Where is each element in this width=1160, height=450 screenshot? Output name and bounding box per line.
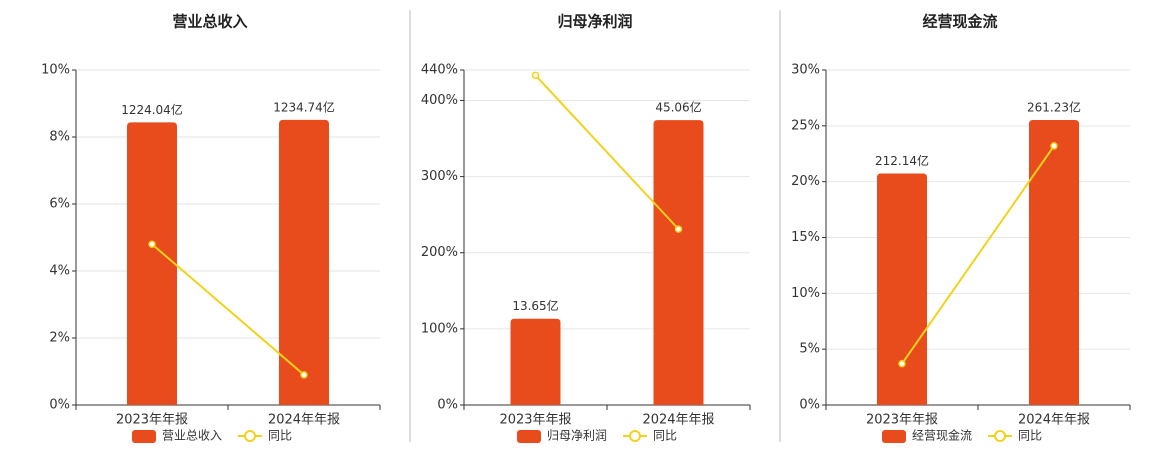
y-tick-label: 400%	[421, 93, 458, 108]
y-tick-label: 300%	[421, 169, 458, 184]
line-point	[531, 71, 540, 80]
chart-title: 归母净利润	[557, 13, 632, 31]
value-label: 13.65亿	[512, 298, 558, 313]
value-label: 212.14亿	[875, 153, 929, 168]
x-tick-label: 2024年年报	[1018, 413, 1090, 428]
value-label: 1234.74亿	[273, 99, 335, 114]
legend-swatch	[517, 430, 541, 443]
y-tick-label: 5%	[799, 342, 820, 357]
y-tick-label: 25%	[791, 118, 820, 133]
legend-label: 同比	[653, 429, 677, 443]
legend-label: 营业总收入	[162, 429, 222, 443]
y-tick-label: 0%	[799, 398, 820, 413]
line-point	[300, 371, 308, 379]
y-tick-label: 8%	[49, 130, 70, 145]
x-tick-label: 2023年年报	[499, 413, 571, 428]
line-point	[148, 240, 156, 248]
bar	[279, 119, 329, 406]
y-tick-label: 10%	[791, 286, 820, 301]
y-tick-label: 440%	[421, 63, 458, 78]
legend-swatch	[994, 430, 1007, 442]
y-tick-label: 30%	[791, 63, 820, 78]
chart-title: 营业总收入	[172, 13, 247, 31]
line-point	[674, 225, 683, 233]
y-tick-label: 0%	[437, 398, 458, 413]
legend-swatch	[244, 430, 257, 442]
bar	[1029, 119, 1079, 406]
value-label: 261.23亿	[1027, 99, 1081, 114]
legend-swatch	[132, 430, 156, 443]
line-point	[1050, 142, 1058, 150]
y-tick-label: 6%	[49, 197, 70, 212]
y-tick-label: 100%	[421, 321, 458, 336]
x-tick-label: 2023年年报	[866, 413, 938, 428]
y-tick-label: 2%	[49, 331, 70, 346]
y-tick-label: 20%	[791, 174, 820, 189]
line	[901, 145, 1055, 365]
line	[534, 74, 680, 230]
legend-swatch	[629, 430, 642, 442]
y-tick-label: 10%	[41, 63, 70, 78]
chart-title: 经营现金流	[922, 13, 997, 31]
bar	[510, 318, 561, 405]
bar	[653, 120, 704, 405]
legend-swatch	[882, 430, 906, 443]
legend-label: 归母净利润	[547, 429, 607, 443]
bar	[877, 173, 927, 405]
x-tick-label: 2023年年报	[116, 413, 188, 428]
line-point	[898, 359, 906, 368]
y-tick-label: 0%	[49, 398, 70, 413]
legend-label: 同比	[1018, 429, 1042, 443]
y-tick-label: 200%	[421, 245, 458, 260]
line	[151, 243, 305, 376]
y-tick-label: 15%	[791, 230, 820, 245]
legend-label: 同比	[268, 429, 292, 443]
legend-label: 经营现金流	[912, 428, 972, 443]
value-label: 45.06亿	[655, 100, 701, 115]
value-label: 1224.04亿	[121, 102, 183, 117]
y-tick-label: 4%	[49, 264, 70, 279]
x-tick-label: 2024年年报	[268, 413, 340, 428]
x-tick-label: 2024年年报	[642, 413, 714, 428]
bar	[127, 122, 177, 406]
